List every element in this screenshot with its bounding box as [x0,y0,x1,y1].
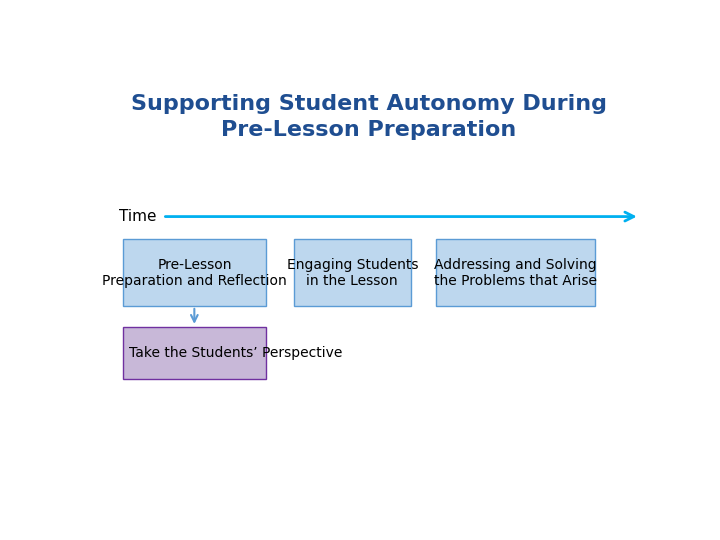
FancyBboxPatch shape [294,239,411,306]
FancyBboxPatch shape [124,327,266,379]
FancyBboxPatch shape [124,239,266,306]
FancyBboxPatch shape [436,239,595,306]
Text: Supporting Student Autonomy During
Pre-Lesson Preparation: Supporting Student Autonomy During Pre-L… [131,93,607,140]
Text: Engaging Students
in the Lesson: Engaging Students in the Lesson [287,258,418,288]
Text: Addressing and Solving
the Problems that Arise: Addressing and Solving the Problems that… [434,258,597,288]
Text: Pre-Lesson
Preparation and Reflection: Pre-Lesson Preparation and Reflection [102,258,287,288]
Text: Take the Students’ Perspective: Take the Students’ Perspective [129,346,343,360]
Text: Time: Time [120,209,157,224]
